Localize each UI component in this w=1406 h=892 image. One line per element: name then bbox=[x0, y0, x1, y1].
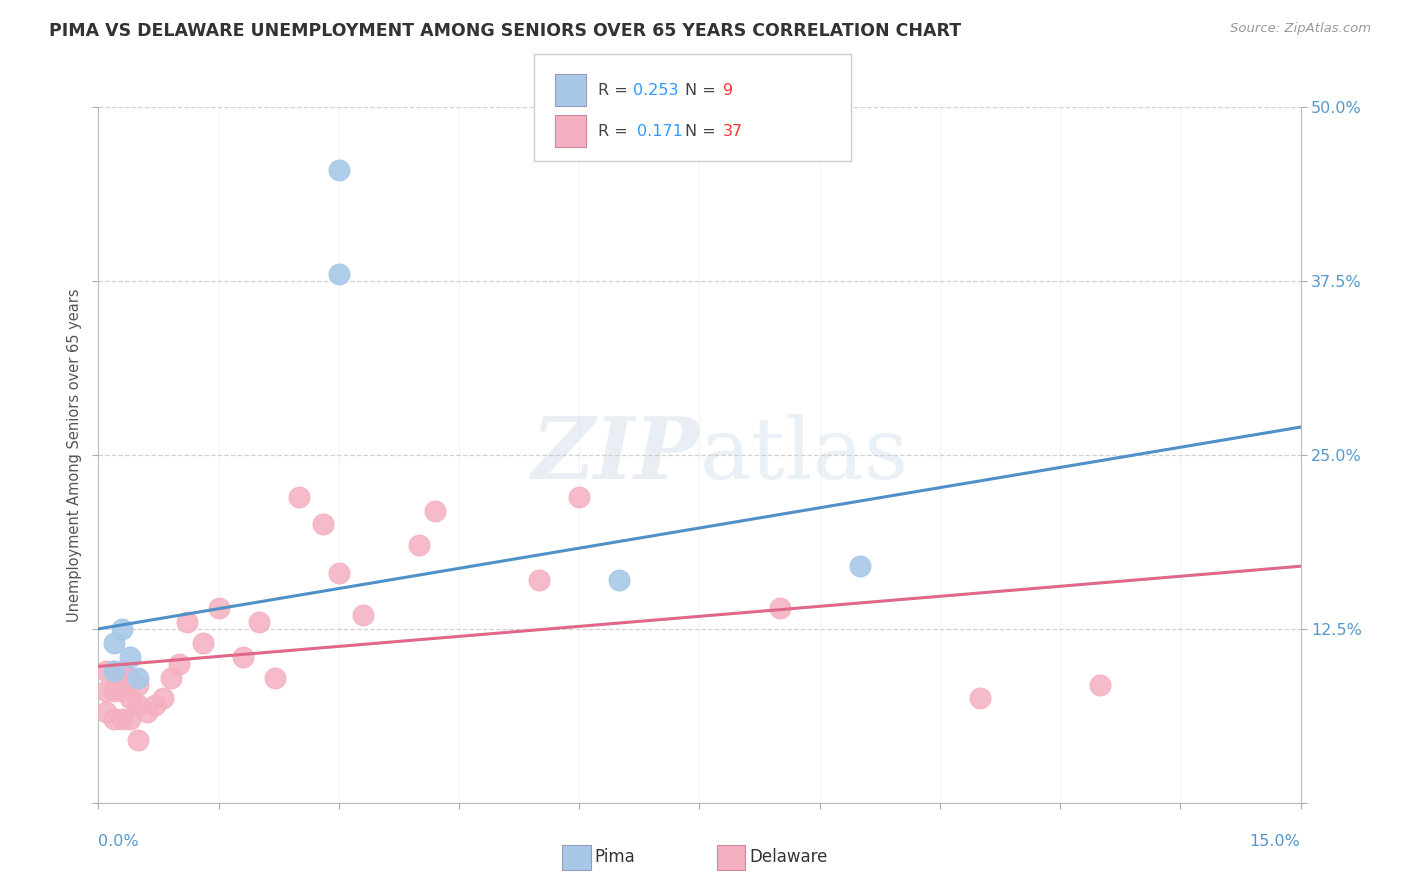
Point bbox=[120, 649, 142, 664]
Point bbox=[609, 573, 631, 587]
Point bbox=[408, 538, 430, 552]
Point bbox=[176, 615, 198, 629]
Point bbox=[423, 503, 446, 517]
Point bbox=[103, 712, 125, 726]
Point bbox=[135, 706, 157, 720]
Point bbox=[568, 490, 591, 504]
Text: 0.253: 0.253 bbox=[633, 83, 678, 97]
Point bbox=[288, 490, 311, 504]
Point bbox=[328, 162, 350, 177]
Point bbox=[120, 691, 142, 706]
Point bbox=[152, 691, 174, 706]
Point bbox=[167, 657, 190, 671]
Point bbox=[143, 698, 166, 713]
Point bbox=[128, 677, 150, 691]
Point bbox=[208, 601, 231, 615]
Point bbox=[128, 733, 150, 747]
Text: R =: R = bbox=[598, 83, 633, 97]
Point bbox=[103, 636, 125, 650]
Point bbox=[159, 671, 181, 685]
Point bbox=[120, 712, 142, 726]
Text: 0.171: 0.171 bbox=[637, 124, 683, 138]
Point bbox=[232, 649, 254, 664]
Point bbox=[529, 573, 551, 587]
Point bbox=[247, 615, 270, 629]
Point bbox=[96, 684, 118, 698]
Point bbox=[111, 712, 134, 726]
Point bbox=[312, 517, 335, 532]
Text: Source: ZipAtlas.com: Source: ZipAtlas.com bbox=[1230, 22, 1371, 36]
Point bbox=[111, 664, 134, 678]
Point bbox=[120, 671, 142, 685]
Point bbox=[128, 698, 150, 713]
Text: 37: 37 bbox=[723, 124, 742, 138]
Point bbox=[328, 267, 350, 281]
Point bbox=[111, 622, 134, 636]
Point bbox=[96, 706, 118, 720]
Point bbox=[352, 607, 374, 622]
Point bbox=[103, 684, 125, 698]
Point bbox=[328, 566, 350, 581]
Y-axis label: Unemployment Among Seniors over 65 years: Unemployment Among Seniors over 65 years bbox=[66, 288, 82, 622]
Point bbox=[96, 664, 118, 678]
Text: atlas: atlas bbox=[700, 413, 908, 497]
Point bbox=[969, 691, 991, 706]
Point bbox=[849, 559, 872, 574]
Point bbox=[103, 664, 125, 678]
Point bbox=[769, 601, 792, 615]
Point bbox=[111, 684, 134, 698]
Point bbox=[1088, 677, 1111, 691]
Text: Pima: Pima bbox=[595, 848, 636, 866]
Point bbox=[191, 636, 214, 650]
Text: N =: N = bbox=[685, 83, 721, 97]
Text: N =: N = bbox=[685, 124, 721, 138]
Text: Delaware: Delaware bbox=[749, 848, 828, 866]
Text: ZIP: ZIP bbox=[531, 413, 700, 497]
Point bbox=[263, 671, 285, 685]
Text: PIMA VS DELAWARE UNEMPLOYMENT AMONG SENIORS OVER 65 YEARS CORRELATION CHART: PIMA VS DELAWARE UNEMPLOYMENT AMONG SENI… bbox=[49, 22, 962, 40]
Text: 0.0%: 0.0% bbox=[98, 834, 139, 849]
Text: 15.0%: 15.0% bbox=[1250, 834, 1301, 849]
Text: 9: 9 bbox=[723, 83, 733, 97]
Point bbox=[103, 664, 125, 678]
Point bbox=[128, 671, 150, 685]
Text: R =: R = bbox=[598, 124, 637, 138]
